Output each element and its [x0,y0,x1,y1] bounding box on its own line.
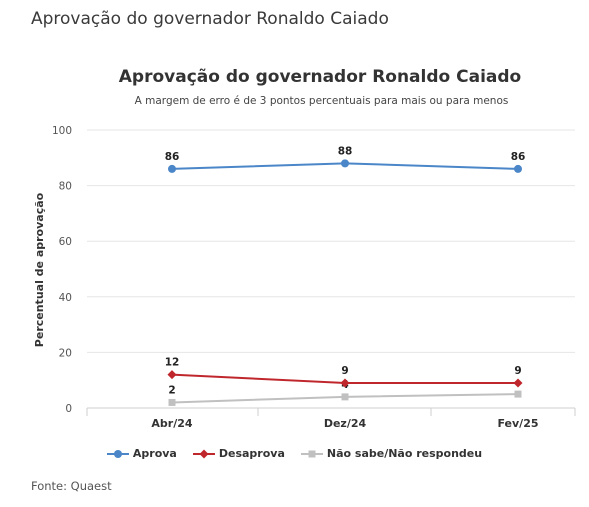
legend-label: Não sabe/Não respondeu [326,447,483,460]
data-point [341,159,349,168]
data-label: 9 [514,365,521,377]
chart-legend: Aprova Desaprova Não sabe/Não respondeu [0,447,589,460]
data-label: 88 [338,145,353,157]
legend-swatch [192,449,215,458]
series-0: 86 88 86 [165,145,526,173]
data-label: 9 [341,365,348,377]
data-point [513,378,523,388]
legend-item[interactable]: Aprova [106,447,177,460]
y-tick-label: 80 [59,181,72,193]
x-axis: Abr/24 Dez/24 Fev/25 [86,407,576,430]
data-label: 86 [165,151,180,163]
series-group: 241299868886 [165,145,526,406]
data-label: 86 [511,151,526,163]
data-point [514,164,522,173]
legend-label: Aprova [132,447,177,460]
x-tick-label: Fev/25 [497,417,538,430]
grid-lines [87,129,575,353]
x-tick-label: Dez/24 [324,417,367,430]
data-point [341,393,349,401]
data-point [168,164,176,173]
data-point [167,370,177,380]
x-tick-label: Abr/24 [151,417,192,430]
legend-item[interactable]: Não sabe/Não respondeu [300,447,483,460]
y-tick-label: 0 [65,403,72,415]
page-heading: Aprovação do governador Ronaldo Caiado [31,9,389,29]
data-label: 12 [165,357,180,369]
data-label: 2 [168,384,175,396]
y-tick-label: 40 [59,292,72,304]
series-1: 12 9 9 [165,357,523,388]
y-tick-label: 20 [59,347,72,359]
data-point [514,390,522,398]
y-axis-label: Percentual de aprovação [33,192,46,347]
source-note: Fonte: Quaest [31,479,112,493]
data-point [340,378,350,388]
data-point [168,398,176,406]
chart-title: Aprovação do governador Ronaldo Caiado [118,67,522,87]
legend-swatch [106,449,129,458]
legend-swatch [300,450,323,457]
y-tick-label: 60 [59,236,72,248]
y-axis-ticks: 0 20 40 60 80 100 [52,125,72,415]
legend-label: Desaprova [218,447,285,460]
y-tick-label: 100 [52,125,72,137]
legend-item[interactable]: Desaprova [192,447,285,460]
chart-subtitle: A margem de erro é de 3 pontos percentua… [134,95,509,107]
